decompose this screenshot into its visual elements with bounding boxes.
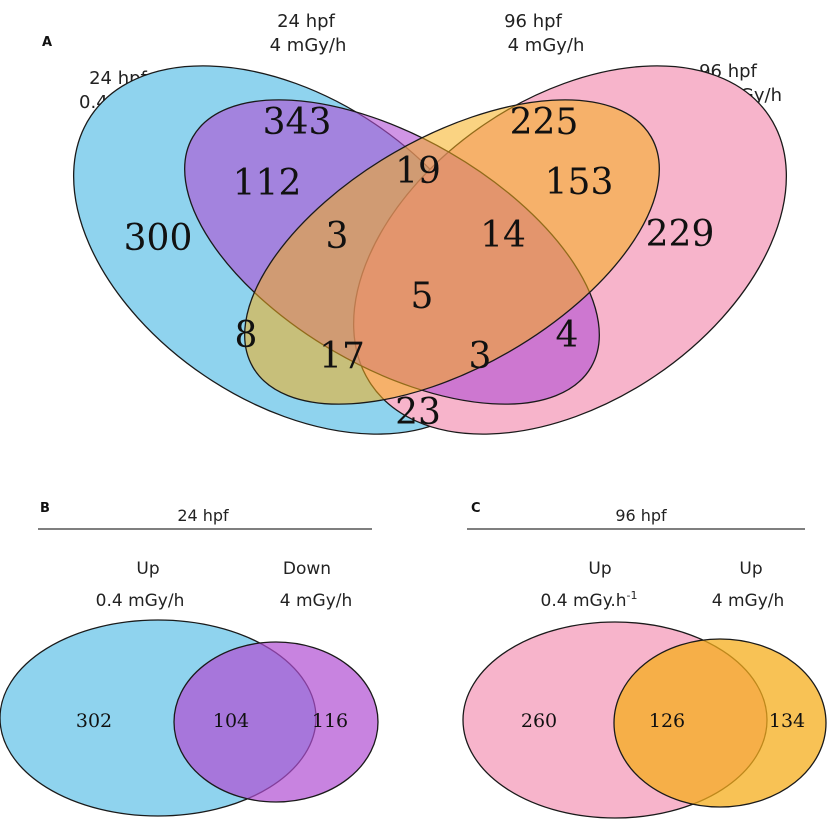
panel-c-left-label-unit: 0.4 mGy.h	[541, 591, 627, 611]
panel-b-right-label-line2: 4 mGy/h	[280, 591, 353, 611]
count-all-four: 5	[411, 276, 434, 317]
count-three-way-a-c-d: 17	[319, 336, 365, 377]
panel-c-left-label-superscript: -1	[627, 589, 638, 602]
set-label-24hpf-4-line2: 4 mGy/h	[270, 35, 347, 56]
panel-b-letter: B	[40, 501, 50, 516]
panel-b-left-label-line1: Up	[136, 559, 159, 579]
panel-b-header: 24 hpf	[177, 506, 229, 525]
panel-c-set-up-4	[613, 638, 827, 808]
panel-c-right-label-line2: 4 mGy/h	[712, 591, 785, 611]
panel-b-left-label-line2: 0.4 mGy/h	[96, 591, 185, 611]
panel-c-count-overlap: 126	[649, 710, 685, 732]
count-24hpf-04-and-96hpf-4: 8	[235, 315, 258, 356]
panel-b-count-left-only: 302	[76, 710, 112, 732]
panel-b: B 24 hpf Up 0.4 mGy/h Down 4 mGy/h 302 1…	[0, 501, 379, 817]
panel-c-right-label-line1: Up	[739, 559, 762, 579]
panel-c-count-right-only: 134	[769, 710, 805, 732]
count-24hpf-4-and-96hpf-04: 4	[556, 315, 579, 356]
panel-b-set-down-4	[173, 641, 379, 803]
panel-c: C 96 hpf Up 0.4 mGy.h-1 Up 4 mGy/h 260 1…	[462, 501, 827, 819]
count-three-way-b-c-d: 14	[480, 215, 526, 256]
panel-c-letter: C	[471, 501, 481, 516]
set-label-24hpf-4-line1: 24 hpf	[277, 11, 335, 32]
panel-c-left-label-line1: Up	[588, 559, 611, 579]
venn-set-96hpf-4	[244, 99, 660, 405]
count-only-24hpf-04: 300	[124, 218, 193, 259]
panel-c-header: 96 hpf	[615, 506, 667, 525]
count-96hpf-4-and-96hpf-04: 153	[545, 162, 614, 203]
panel-c-count-left-only: 260	[521, 710, 557, 732]
count-24hpf-04-and-96hpf-04: 23	[395, 392, 441, 433]
panel-b-count-right-only: 116	[312, 710, 348, 732]
count-only-24hpf-4: 343	[263, 102, 332, 143]
panel-a-letter: A	[42, 35, 52, 50]
set-label-96hpf-4-line1: 96 hpf	[504, 11, 562, 32]
panel-c-left-label-line2: 0.4 mGy.h-1	[541, 589, 638, 611]
count-only-96hpf-04: 229	[646, 214, 715, 255]
count-three-way-a-b-d: 3	[469, 336, 492, 377]
count-three-way-a-b-c: 3	[326, 216, 349, 257]
panel-a: A 24 hpf 0.4 mGy/h 24 hpf 4 mGy/h 96 hpf…	[42, 11, 788, 435]
count-24hpf-4-and-96hpf-4: 19	[395, 151, 441, 192]
count-24hpf-04-and-24hpf-4: 112	[233, 163, 302, 204]
set-label-96hpf-4-line2: 4 mGy/h	[508, 35, 585, 56]
panel-b-count-overlap: 104	[213, 710, 249, 732]
panel-b-right-label-line1: Down	[283, 559, 331, 579]
count-only-96hpf-4: 225	[510, 102, 579, 143]
